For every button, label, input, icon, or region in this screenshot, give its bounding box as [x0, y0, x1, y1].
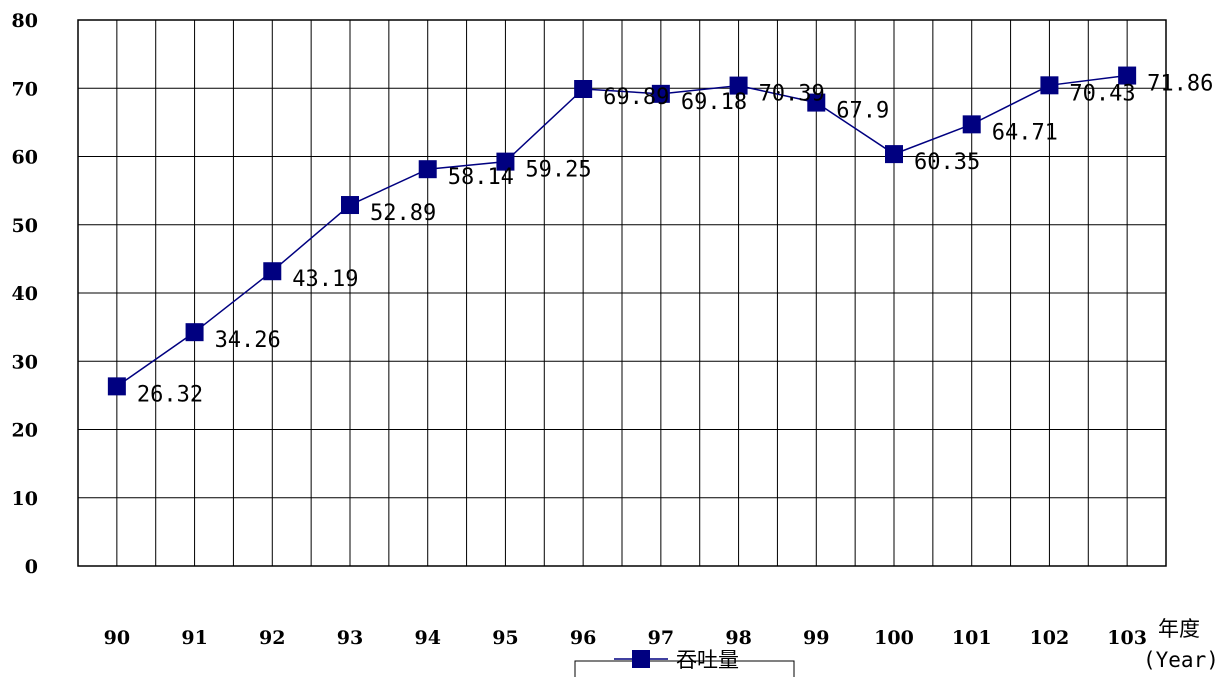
x-axis-ticks: 90 91 92 93 94 95 96 97 98 99 100 101 102 103 [104, 627, 1147, 649]
data-point-marker [962, 115, 981, 134]
y-tick-label: 80 [12, 10, 38, 32]
data-point-marker [574, 80, 593, 99]
x-tick-label: 98 [725, 627, 751, 649]
legend-series-name: 吞吐量 [676, 648, 739, 672]
x-tick-label: 93 [337, 627, 363, 649]
data-label: 69.89 [603, 85, 669, 110]
plot-area-border [77, 19, 1167, 567]
y-tick-label: 60 [12, 147, 38, 169]
data-label: 71.86 [1147, 72, 1213, 97]
series-line [116, 74, 1128, 387]
y-tick-label: 20 [12, 420, 38, 442]
y-tick-label: 30 [12, 351, 38, 373]
legend: 吞吐量 [574, 648, 795, 677]
y-tick-label: 10 [12, 488, 38, 510]
data-point-marker [185, 323, 204, 342]
legend-box [574, 660, 795, 677]
x-tick-label: 97 [648, 627, 674, 649]
data-label: 69.18 [681, 90, 747, 115]
data-point-marker [496, 152, 515, 171]
x-tick-label: 103 [1107, 627, 1147, 649]
x-axis-unit-sublabel: (Year) [1143, 648, 1219, 672]
data-point-marker [1040, 76, 1059, 95]
x-tick-label: 99 [803, 627, 829, 649]
data-label: 59.25 [525, 158, 591, 183]
data-point-marker [107, 377, 126, 396]
data-point-marker [418, 160, 437, 179]
data-point-marker [651, 84, 670, 103]
data-point-marker [729, 76, 748, 95]
x-tick-label: 100 [874, 627, 914, 649]
data-label: 43.19 [292, 267, 358, 292]
x-tick-label: 91 [181, 627, 207, 649]
data-label: 64.71 [992, 120, 1058, 145]
y-axis-ticks: 0 10 20 30 40 50 60 70 80 [12, 10, 38, 578]
data-point-marker [341, 196, 359, 215]
x-axis-unit-label: 年度 [1158, 617, 1200, 641]
data-point-marker [1118, 66, 1137, 85]
data-labels: 26.32 34.26 43.19 52.89 58.14 59.25 69.89 69.18… [137, 72, 1214, 408]
x-tick-label: 95 [492, 627, 518, 649]
x-tick-label: 96 [570, 627, 596, 649]
x-tick-label: 102 [1030, 627, 1070, 649]
x-tick-label: 94 [414, 627, 440, 649]
data-label: 34.26 [215, 328, 281, 353]
data-label: 67.9 [836, 99, 889, 124]
data-point-marker [263, 262, 282, 281]
grid-lines [77, 19, 1166, 567]
x-tick-label: 101 [952, 627, 992, 649]
data-label: 52.89 [370, 201, 436, 226]
data-label: 26.32 [137, 382, 203, 407]
y-tick-label: 50 [12, 215, 38, 237]
series-throughput [107, 66, 1137, 396]
data-label: 60.35 [914, 150, 980, 175]
y-tick-label: 40 [12, 283, 38, 305]
data-label: 70.43 [1069, 81, 1135, 106]
legend-marker-swatch [632, 650, 650, 668]
data-label: 70.39 [759, 82, 825, 107]
x-tick-label: 92 [259, 627, 285, 649]
y-tick-label: 70 [12, 78, 38, 100]
data-point-marker [807, 93, 826, 112]
data-label: 58.14 [448, 165, 514, 190]
data-point-marker [885, 145, 903, 164]
x-tick-label: 90 [104, 627, 130, 649]
y-tick-label: 0 [25, 556, 38, 578]
